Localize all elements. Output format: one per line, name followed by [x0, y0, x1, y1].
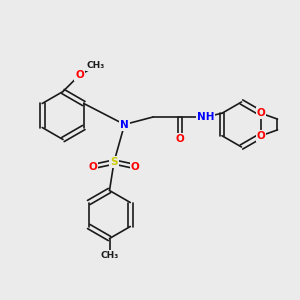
Text: CH₃: CH₃ [100, 250, 118, 260]
Text: O: O [88, 161, 98, 172]
Text: CH₃: CH₃ [87, 61, 105, 70]
Text: O: O [256, 131, 266, 141]
Text: S: S [110, 157, 118, 167]
Text: O: O [176, 134, 184, 145]
Text: NH: NH [197, 112, 214, 122]
Text: O: O [130, 161, 140, 172]
Text: O: O [256, 108, 266, 118]
Text: O: O [75, 70, 84, 80]
Text: N: N [120, 119, 129, 130]
